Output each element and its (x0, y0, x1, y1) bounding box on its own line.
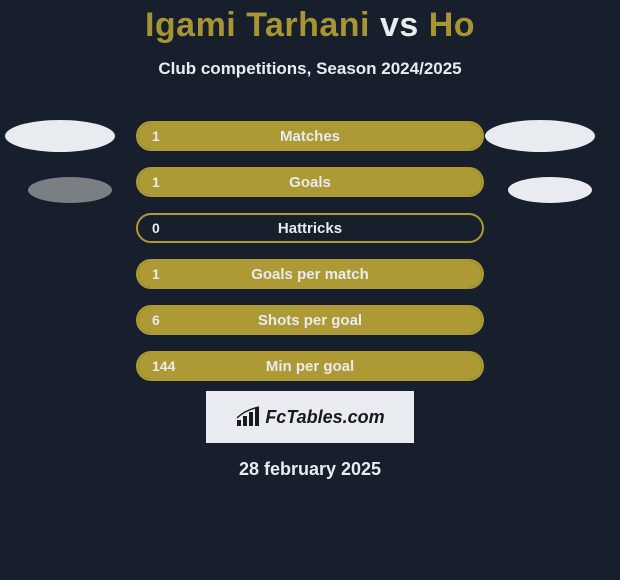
stat-label: Min per goal (138, 358, 482, 375)
logo-text: FcTables.com (265, 407, 384, 428)
stat-label: Goals (138, 174, 482, 191)
stat-row: 1Goals (136, 167, 484, 197)
player2-name: Ho (429, 6, 475, 44)
page-title: Igami Tarhani vs Ho (0, 0, 620, 45)
decor-ellipse (28, 177, 112, 203)
stat-label: Hattricks (138, 220, 482, 237)
stat-label: Goals per match (138, 266, 482, 283)
stat-label: Shots per goal (138, 312, 482, 329)
stat-row: 1Matches (136, 121, 484, 151)
subtitle: Club competitions, Season 2024/2025 (0, 59, 620, 79)
comparison-card: Igami Tarhani vs Ho Club competitions, S… (0, 0, 620, 580)
decor-ellipse (485, 120, 595, 152)
chart-icon (235, 406, 261, 428)
stat-label: Matches (138, 128, 482, 145)
logo-box: FcTables.com (206, 391, 414, 443)
stat-row: 1Goals per match (136, 259, 484, 289)
stat-row: 6Shots per goal (136, 305, 484, 335)
stat-row: 0Hattricks (136, 213, 484, 243)
stat-rows: 1Matches 1Goals 0Hattricks 1Goals per match… (0, 121, 620, 381)
vs-label: vs (380, 6, 419, 44)
stat-row: 144Min per goal (136, 351, 484, 381)
decor-ellipse (508, 177, 592, 203)
player1-name: Igami Tarhani (145, 6, 370, 44)
date-label: 28 february 2025 (0, 459, 620, 480)
decor-ellipse (5, 120, 115, 152)
